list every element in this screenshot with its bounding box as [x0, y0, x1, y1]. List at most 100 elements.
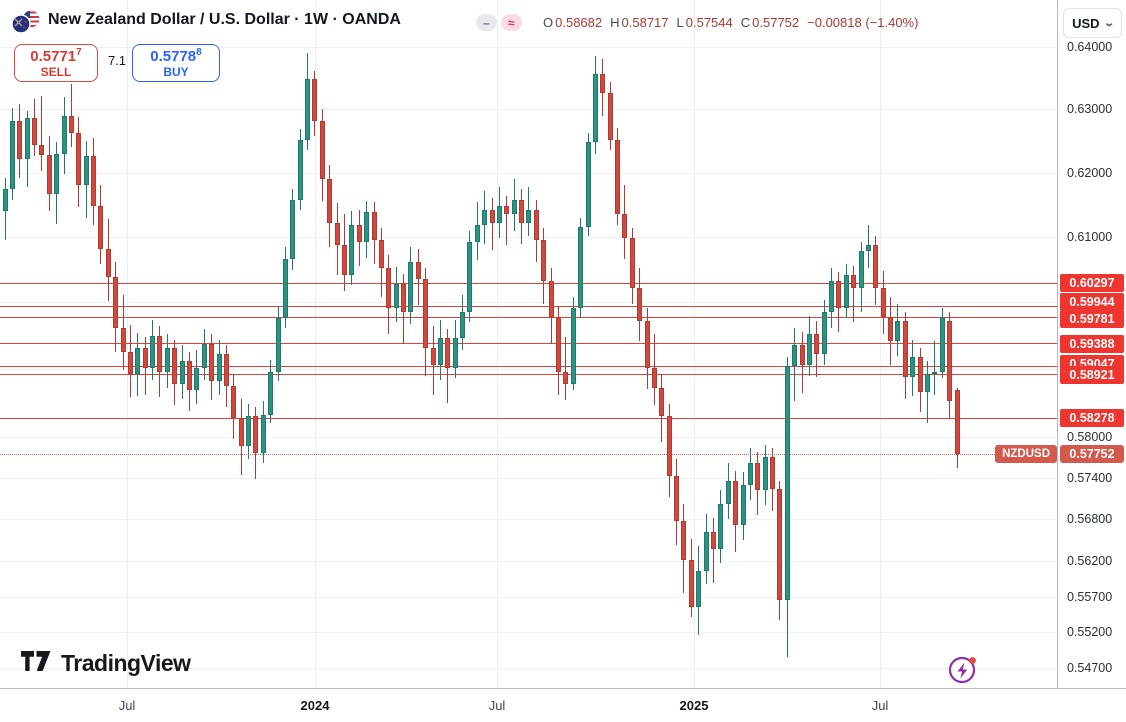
vertical-gridline — [315, 0, 316, 688]
candle-body — [120, 327, 126, 353]
change-value: −0.00818 (−1.40%) — [807, 15, 919, 30]
candle-body — [378, 239, 384, 269]
price-tick-label: 0.56800 — [1067, 512, 1113, 526]
candle-wick — [565, 336, 567, 400]
candle-wick — [853, 265, 855, 323]
candle-body — [836, 281, 842, 308]
candle-body — [371, 212, 377, 240]
price-tick-label: 0.55200 — [1067, 625, 1113, 639]
candle-body — [696, 571, 702, 607]
candle-body — [275, 318, 281, 372]
candle-body — [489, 209, 495, 223]
hide-indicator-pill[interactable]: – — [476, 14, 497, 31]
horizontal-gridline — [0, 109, 1057, 110]
tradingview-logo[interactable]: TradingView — [20, 650, 191, 677]
candle-body — [607, 93, 613, 140]
candle-body — [821, 311, 827, 355]
candle-body — [622, 213, 628, 239]
candle-body — [2, 188, 8, 212]
time-tick-label: 2025 — [679, 698, 709, 713]
candle-body — [393, 284, 399, 308]
candle-body — [157, 335, 163, 373]
approx-values-pill[interactable]: ≈ — [501, 14, 522, 31]
price-level-line — [0, 374, 1057, 375]
open-value: 0.58682 — [555, 15, 603, 30]
candle-body — [688, 559, 694, 607]
candle-body — [260, 414, 266, 454]
candle-body — [68, 115, 74, 134]
candle-body — [282, 259, 288, 319]
price-level-line — [0, 418, 1057, 419]
candle-body — [334, 222, 340, 245]
price-level-label: 0.59944 — [1060, 293, 1124, 311]
ohlc-legend: O 0.58682 H 0.58717 L 0.57544 C 0.57752 −0.00818… — [543, 15, 920, 30]
price-axis[interactable]: 0.64000 0.63000 0.62000 0.61000 0.58000 0.574… — [1057, 0, 1126, 688]
candle-body — [216, 354, 222, 382]
candle-body — [954, 390, 960, 454]
candle-body — [54, 153, 60, 195]
candle-body — [519, 199, 525, 223]
chart-pane[interactable]: NZDUSD — [0, 0, 1057, 688]
candle-body — [496, 205, 502, 223]
price-tick-label: 0.56200 — [1067, 554, 1113, 568]
price-tick-label: 0.54700 — [1067, 661, 1113, 675]
candle-body — [61, 115, 67, 154]
candle-body — [703, 531, 709, 572]
price-level-label: 0.59781 — [1060, 310, 1124, 328]
candle-body — [46, 154, 52, 195]
vertical-gridline — [880, 0, 881, 688]
price-level-label: 0.58278 — [1060, 409, 1124, 427]
candle-body — [592, 74, 598, 143]
candle-body — [556, 318, 561, 372]
buy-price: 0.57788 — [150, 46, 202, 65]
candle-body — [600, 74, 606, 94]
currency-unit-button[interactable]: USD ⌄ — [1063, 8, 1122, 38]
candle-body — [105, 248, 111, 278]
candle-body — [341, 244, 347, 275]
candle-body — [659, 387, 665, 417]
vertical-gridline — [694, 0, 695, 688]
candle-body — [615, 139, 621, 214]
candle-wick — [506, 195, 508, 245]
candle-body — [246, 416, 252, 447]
candle-body — [460, 311, 466, 339]
candle-body — [806, 334, 812, 365]
candle-body — [747, 462, 753, 485]
horizontal-gridline — [0, 597, 1057, 598]
candle-body — [681, 520, 687, 560]
buy-button[interactable]: 0.57788 BUY — [132, 44, 220, 82]
candle-body — [297, 139, 303, 200]
candle-body — [762, 457, 768, 491]
candle-body — [164, 347, 170, 373]
horizontal-gridline — [0, 237, 1057, 238]
candle-body — [777, 488, 783, 601]
candle-body — [83, 156, 89, 186]
candle-body — [194, 367, 200, 391]
symbol-title[interactable]: New Zealand Dollar / U.S. Dollar · 1W · … — [48, 11, 401, 28]
high-label: H — [610, 15, 620, 30]
candle-body — [238, 417, 244, 447]
vertical-gridline — [127, 0, 128, 688]
candle-body — [172, 347, 178, 384]
candle-body — [710, 531, 716, 549]
candle-body — [888, 316, 894, 341]
candle-body — [585, 142, 591, 227]
candle-body — [666, 416, 672, 477]
time-axis[interactable]: Jul 2024 Jul 2025 Jul — [0, 688, 1126, 722]
horizontal-gridline — [0, 437, 1057, 438]
boost-icon[interactable] — [946, 652, 980, 686]
currency-unit-label: USD — [1072, 15, 1100, 31]
candle-body — [858, 251, 864, 288]
approx-icon: ≈ — [508, 15, 515, 30]
candle-body — [548, 281, 554, 319]
candle-body — [268, 371, 274, 415]
candle-body — [563, 371, 569, 384]
horizontal-gridline — [0, 369, 1057, 370]
candle-body — [127, 352, 133, 375]
candle-body — [725, 480, 731, 505]
candle-body — [17, 120, 23, 159]
sell-button[interactable]: 0.57717 SELL — [14, 44, 98, 82]
candle-body — [511, 199, 517, 214]
candle-body — [578, 226, 584, 308]
